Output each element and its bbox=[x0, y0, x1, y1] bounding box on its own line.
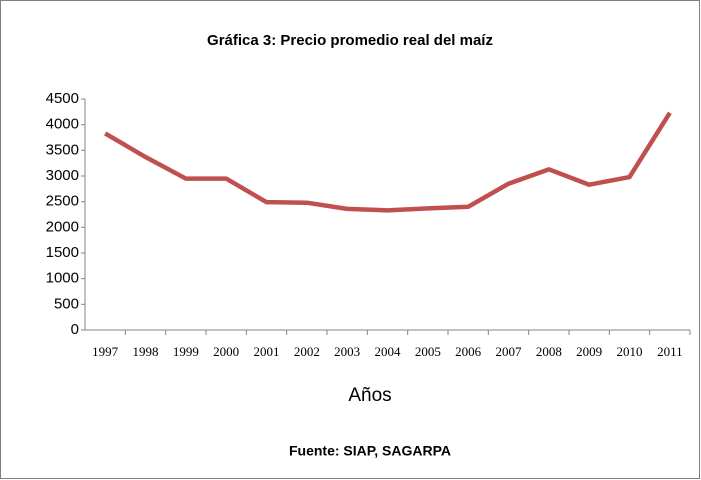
chart-title: Gráfica 3: Precio promedio real del maíz bbox=[207, 32, 493, 49]
y-tick-label: 500 bbox=[54, 295, 79, 312]
x-tick-label: 2007 bbox=[496, 344, 523, 359]
x-tick-label: 1997 bbox=[92, 344, 119, 359]
y-tick-label: 1500 bbox=[46, 244, 79, 261]
y-tick-label: 1000 bbox=[46, 270, 79, 287]
y-tick-label: 0 bbox=[71, 321, 79, 338]
y-tick-label: 2500 bbox=[46, 193, 79, 210]
y-tick-label: 3000 bbox=[46, 167, 79, 184]
y-tick-label: 4500 bbox=[46, 90, 79, 107]
x-tick-label: 2008 bbox=[536, 344, 562, 359]
x-tick-label: 1999 bbox=[173, 344, 199, 359]
x-tick-label: 2001 bbox=[254, 344, 280, 359]
source-note: Fuente: SIAP, SAGARPA bbox=[289, 443, 451, 459]
x-tick-label: 2009 bbox=[576, 344, 602, 359]
series-line bbox=[104, 111, 672, 213]
x-tick-label: 2002 bbox=[294, 344, 320, 359]
x-axis-label: Años bbox=[348, 385, 391, 406]
x-tick-label: 2004 bbox=[375, 344, 402, 359]
y-tick-label: 2000 bbox=[46, 218, 79, 235]
x-tick-label: 2010 bbox=[617, 344, 643, 359]
x-tick-label: 2005 bbox=[415, 344, 441, 359]
y-tick-label: 3500 bbox=[46, 141, 79, 158]
x-tick-label: 1998 bbox=[133, 344, 159, 359]
x-tick-label: 2003 bbox=[334, 344, 360, 359]
x-tick-label: 2000 bbox=[213, 344, 239, 359]
y-tick-label: 4000 bbox=[46, 116, 79, 133]
x-tick-label: 2011 bbox=[657, 344, 683, 359]
x-tick-label: 2006 bbox=[455, 344, 482, 359]
